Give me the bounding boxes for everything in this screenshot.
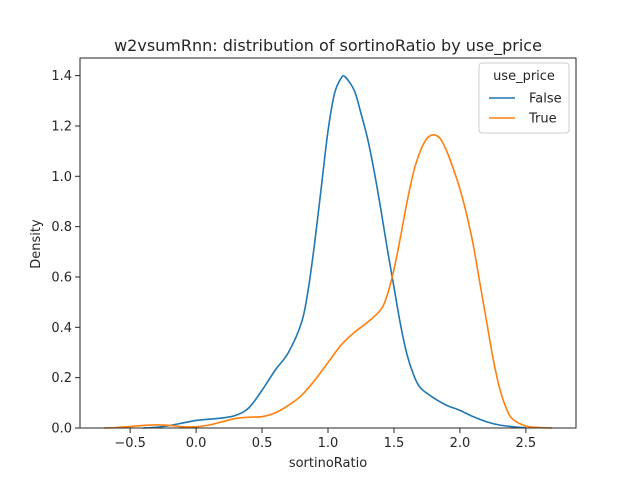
y-tick-label: 1.2 xyxy=(51,119,72,134)
x-tick-label: 2.0 xyxy=(450,436,471,451)
legend: use_price False True xyxy=(478,62,570,134)
y-axis-label: Density xyxy=(29,219,44,269)
x-tick-label: 0.0 xyxy=(186,436,207,451)
y-tick-label: 0.0 xyxy=(51,422,72,437)
x-axis-label: sortinoRatio xyxy=(289,456,367,471)
x-tick-label: −0.5 xyxy=(114,436,146,451)
x-tick-label: 1.5 xyxy=(384,436,405,451)
series-line-false xyxy=(143,74,526,429)
y-tick-label: 1.4 xyxy=(51,69,72,84)
y-tick-label: 0.8 xyxy=(51,220,72,235)
legend-box xyxy=(478,62,570,134)
x-axis: −0.5 0.0 0.5 1.0 1.5 2.0 2.5 xyxy=(114,428,536,451)
legend-title: use_price xyxy=(493,69,555,84)
x-tick-label: 0.5 xyxy=(252,436,273,451)
chart-title: w2vsumRnn: distribution of sortinoRatio … xyxy=(114,36,542,56)
x-tick-label: 1.0 xyxy=(318,436,339,451)
series-line-true xyxy=(103,133,553,429)
y-tick-label: 0.4 xyxy=(51,321,72,336)
y-tick-label: 0.6 xyxy=(51,270,72,285)
x-tick-label: 2.5 xyxy=(516,436,537,451)
legend-label-false: False xyxy=(529,92,562,107)
y-tick-label: 0.2 xyxy=(51,371,72,386)
y-tick-label: 1.0 xyxy=(51,170,72,185)
legend-label-true: True xyxy=(528,112,557,127)
plot-area xyxy=(103,74,553,429)
plot-frame xyxy=(79,57,577,429)
y-axis: 0.0 0.2 0.4 0.6 0.8 1.0 1.2 1.4 xyxy=(51,69,80,437)
